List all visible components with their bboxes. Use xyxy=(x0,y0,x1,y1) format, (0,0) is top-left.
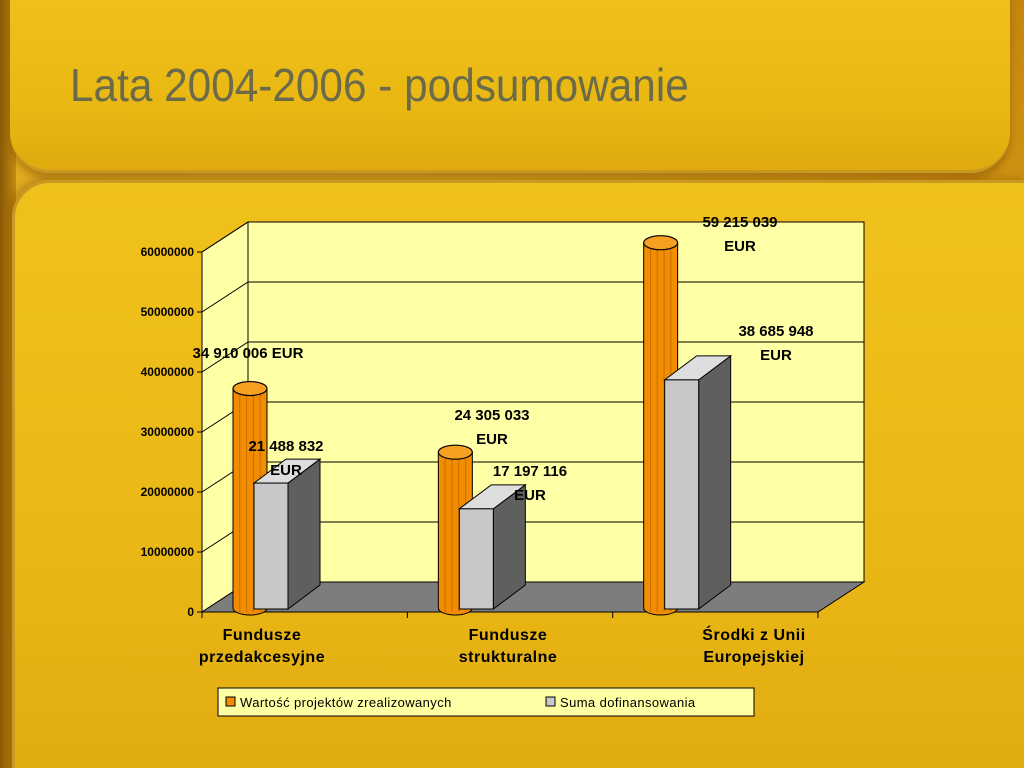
x-category-label: Fundusze xyxy=(223,627,302,644)
data-label-series-2: EUR xyxy=(270,462,302,479)
x-category-label: Środki z Unii xyxy=(702,625,805,644)
legend-swatch-series-1 xyxy=(225,696,236,707)
y-tick-label: 60000000 xyxy=(141,245,195,259)
data-label-series-2: 38 685 948 xyxy=(738,323,813,340)
y-tick-label: 10000000 xyxy=(141,545,195,559)
bar-series-1-top xyxy=(437,444,473,460)
bar-series-1-top xyxy=(232,380,268,397)
y-tick-label: 0 xyxy=(187,605,194,619)
bar-series-2-front xyxy=(458,508,494,610)
y-tick-label: 50000000 xyxy=(141,305,195,319)
title-panel xyxy=(10,0,1010,173)
bar-series-1-top xyxy=(643,235,679,251)
data-label-series-2: 17 197 116 xyxy=(493,463,567,480)
legend-swatch-series-2 xyxy=(545,696,556,707)
data-label-series-2: EUR xyxy=(514,487,546,504)
legend-label-series-2: Suma dofinansowania xyxy=(560,695,696,710)
x-category-label: Fundusze xyxy=(469,627,548,644)
data-label-series-2: EUR xyxy=(760,347,792,364)
legend-label-series-1: Wartość projektów zrealizowanych xyxy=(240,695,452,710)
data-label-series-1: 24 305 033 xyxy=(454,407,529,424)
y-tick-label: 20000000 xyxy=(141,485,195,499)
data-label-series-1: 34 910 006 EUR xyxy=(193,345,304,362)
slide-title: Lata 2004-2006 - podsumowanie xyxy=(70,59,689,111)
gridline xyxy=(201,221,864,253)
bar-series-2-side xyxy=(698,354,732,610)
y-tick-label: 40000000 xyxy=(141,365,195,379)
data-label-series-2: 21 488 832 xyxy=(248,438,323,455)
x-category-label: Europejskiej xyxy=(703,649,804,666)
data-label-series-1: EUR xyxy=(724,238,756,255)
y-tick-label: 30000000 xyxy=(141,425,195,439)
x-category-label: strukturalne xyxy=(459,649,557,666)
data-label-series-1: EUR xyxy=(476,431,508,448)
legend-box xyxy=(217,687,755,717)
bar-series-2-side xyxy=(287,458,321,610)
data-label-series-1: 59 215 039 xyxy=(702,214,777,231)
bar-series-2-front xyxy=(664,379,700,610)
bar-series-2-front xyxy=(253,482,289,610)
x-category-label: przedakcesyjne xyxy=(199,649,325,666)
